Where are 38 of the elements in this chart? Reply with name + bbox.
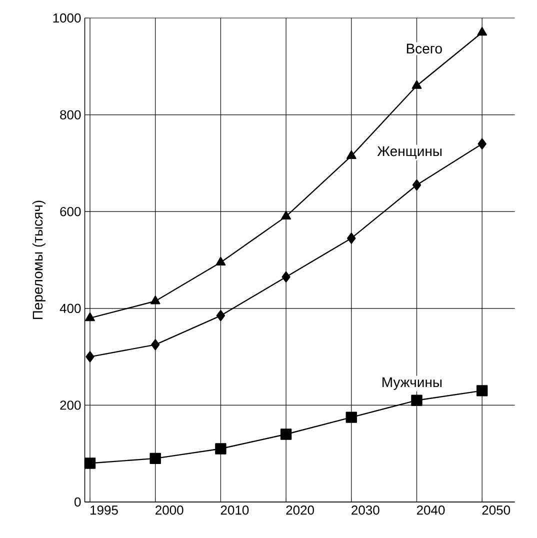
point <box>347 232 356 244</box>
point <box>85 312 95 322</box>
point <box>346 150 356 160</box>
point <box>280 428 292 440</box>
point <box>215 443 226 454</box>
point <box>346 412 357 423</box>
point <box>151 339 160 350</box>
point <box>150 452 161 464</box>
point <box>412 179 422 191</box>
y-axis-title: Переломы (тысяч) <box>32 200 46 320</box>
y-tick-label: 600 <box>60 206 81 216</box>
y-tick-label: 0 <box>74 497 81 507</box>
y-tick-label: 200 <box>60 400 81 410</box>
x-tick-label: 2000 <box>156 506 184 515</box>
point <box>476 385 488 396</box>
point <box>86 351 94 362</box>
x-tick-label: 2020 <box>286 506 314 515</box>
point <box>216 310 226 322</box>
x-tick-label: 2030 <box>352 506 380 515</box>
point <box>478 138 486 150</box>
x-tick-label: 2010 <box>220 506 249 515</box>
point <box>412 80 422 89</box>
point <box>411 394 422 406</box>
y-tick-label: 1000 <box>53 13 81 23</box>
y-tick-label: 400 <box>60 304 81 313</box>
series-label: Мужчины <box>382 377 442 390</box>
point <box>477 26 488 36</box>
point <box>216 256 226 266</box>
point <box>281 210 291 220</box>
series-label: Женщины <box>377 146 442 159</box>
x-tick-label: 2050 <box>482 506 510 515</box>
series-label: Всего <box>406 44 442 54</box>
y-tick-label: 800 <box>60 110 81 120</box>
point <box>150 296 160 304</box>
x-tick-label: 1995 <box>90 506 118 515</box>
point <box>84 458 96 469</box>
point <box>282 271 290 283</box>
x-tick-label: 2040 <box>416 506 445 515</box>
